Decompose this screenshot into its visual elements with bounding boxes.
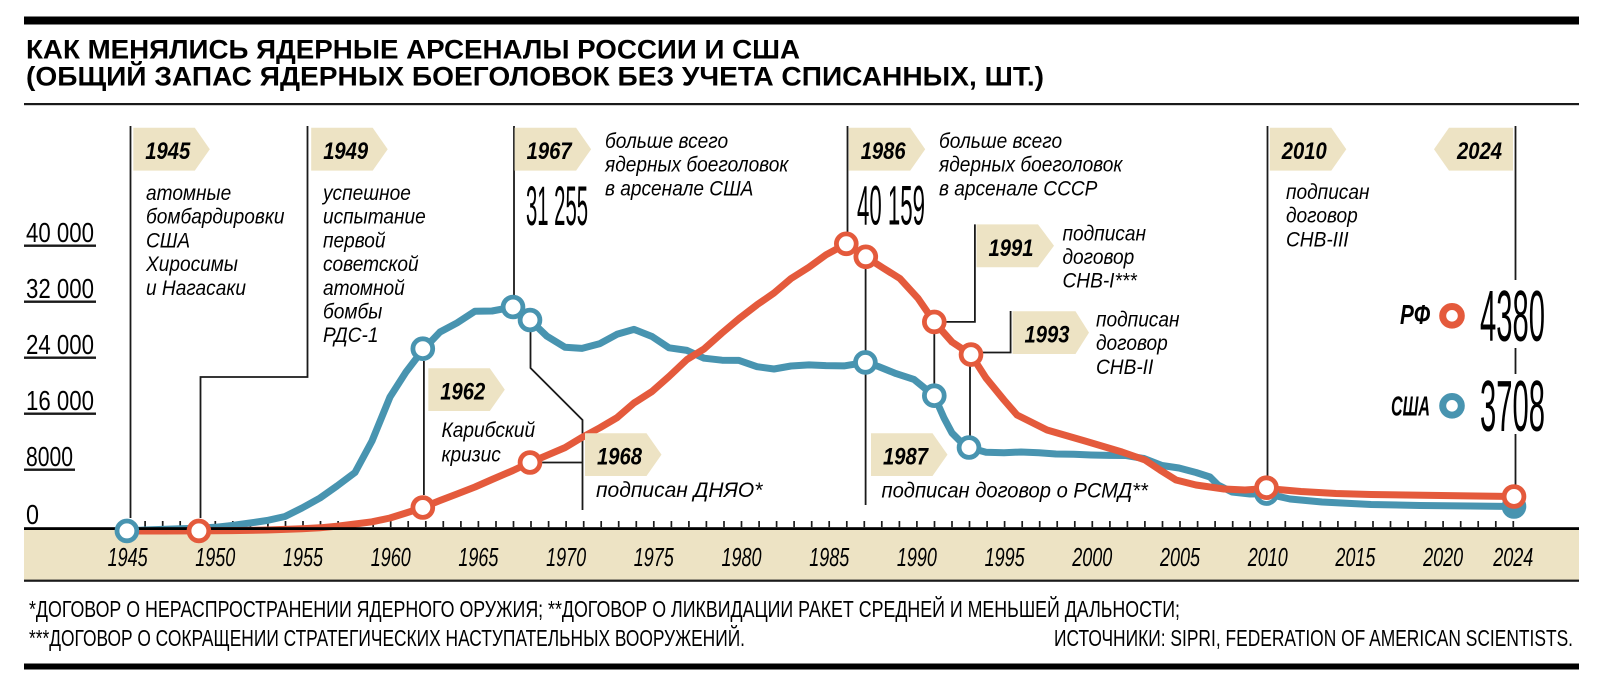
svg-text:успешное: успешное — [321, 182, 411, 205]
svg-text:подписан ДНЯО*: подписан ДНЯО* — [596, 479, 763, 502]
svg-text:16 000: 16 000 — [26, 385, 94, 416]
svg-text:2024: 2024 — [1493, 542, 1534, 572]
svg-text:2015: 2015 — [1335, 542, 1376, 572]
svg-text:КАК МЕНЯЛИСЬ ЯДЕРНЫЕ АРСЕНАЛЫ: КАК МЕНЯЛИСЬ ЯДЕРНЫЕ АРСЕНАЛЫ РОССИИ И С… — [26, 35, 800, 65]
svg-text:РДС-1: РДС-1 — [323, 324, 378, 347]
svg-text:40 159: 40 159 — [857, 175, 925, 237]
svg-text:1995: 1995 — [985, 542, 1025, 572]
svg-text:1975: 1975 — [634, 542, 674, 572]
svg-text:испытание: испытание — [323, 206, 426, 229]
svg-text:ИСТОЧНИКИ: SIPRI, FEDERATION O: ИСТОЧНИКИ: SIPRI, FEDERATION OF AMERICAN… — [1054, 625, 1573, 651]
svg-text:1967: 1967 — [527, 138, 573, 165]
svg-text:в арсенале СССР: в арсенале СССР — [939, 178, 1098, 201]
svg-text:больше всего: больше всего — [605, 130, 728, 153]
svg-text:Карибский: Карибский — [442, 419, 536, 442]
svg-text:бомбы: бомбы — [323, 301, 382, 324]
svg-text:1960: 1960 — [371, 542, 411, 572]
svg-text:СНВ-I***: СНВ-I*** — [1063, 270, 1138, 293]
svg-text:первой: первой — [323, 230, 386, 253]
svg-text:1968: 1968 — [597, 444, 642, 471]
svg-text:2000: 2000 — [1072, 542, 1113, 572]
svg-text:кризис: кризис — [442, 444, 501, 467]
svg-text:32 000: 32 000 — [26, 273, 94, 304]
svg-text:1945: 1945 — [108, 542, 148, 572]
svg-text:1990: 1990 — [897, 542, 937, 572]
svg-text:1965: 1965 — [458, 542, 498, 572]
svg-text:0: 0 — [26, 499, 39, 530]
svg-text:1993: 1993 — [1025, 322, 1070, 349]
svg-text:1991: 1991 — [989, 235, 1034, 262]
svg-text:Хиросимы: Хиросимы — [145, 253, 238, 276]
svg-text:2024: 2024 — [1456, 138, 1502, 165]
svg-text:8000: 8000 — [26, 441, 73, 472]
svg-text:атомной: атомной — [323, 277, 405, 300]
svg-text:1970: 1970 — [546, 542, 586, 572]
svg-text:2010: 2010 — [1281, 138, 1327, 165]
svg-text:атомные: атомные — [146, 182, 231, 205]
svg-text:и Нагасаки: и Нагасаки — [146, 277, 246, 300]
svg-text:РФ: РФ — [1400, 299, 1430, 330]
svg-text:договор: договор — [1286, 205, 1358, 228]
svg-text:ядерных боеголовок: ядерных боеголовок — [938, 154, 1124, 177]
svg-text:(ОБЩИЙ ЗАПАС ЯДЕРНЫХ БОЕГОЛОВО: (ОБЩИЙ ЗАПАС ЯДЕРНЫХ БОЕГОЛОВОК БЕЗ УЧЕТ… — [26, 62, 1044, 92]
svg-text:советской: советской — [323, 253, 419, 276]
svg-text:США: США — [146, 230, 190, 253]
svg-text:40 000: 40 000 — [26, 217, 94, 248]
svg-text:*ДОГОВОР О НЕРАСПРОСТРАНЕНИИ Я: *ДОГОВОР О НЕРАСПРОСТРАНЕНИИ ЯДЕРНОГО ОР… — [29, 595, 1180, 622]
svg-text:подписан: подписан — [1063, 223, 1146, 246]
svg-text:СНВ-III: СНВ-III — [1286, 229, 1349, 252]
svg-text:в арсенале США: в арсенале США — [605, 178, 753, 201]
svg-text:договор: договор — [1096, 332, 1168, 355]
svg-text:1980: 1980 — [722, 542, 762, 572]
svg-text:1950: 1950 — [195, 542, 235, 572]
svg-text:1955: 1955 — [283, 542, 323, 572]
svg-text:подписан: подписан — [1286, 181, 1369, 204]
svg-text:1987: 1987 — [883, 444, 929, 471]
svg-text:2005: 2005 — [1159, 542, 1200, 572]
svg-text:больше всего: больше всего — [939, 130, 1062, 153]
svg-text:31 255: 31 255 — [526, 175, 588, 237]
svg-text:1985: 1985 — [809, 542, 849, 572]
svg-text:24 000: 24 000 — [26, 329, 94, 360]
svg-text:4380: 4380 — [1480, 277, 1545, 357]
svg-text:договор: договор — [1063, 246, 1135, 269]
svg-text:СНВ-II: СНВ-II — [1096, 356, 1154, 379]
svg-text:1986: 1986 — [861, 138, 906, 165]
svg-text:1962: 1962 — [440, 379, 485, 406]
svg-text:1949: 1949 — [323, 138, 368, 165]
svg-text:1945: 1945 — [145, 138, 190, 165]
svg-text:2020: 2020 — [1422, 542, 1463, 572]
svg-text:подписан договор о РСМД**: подписан договор о РСМД** — [882, 479, 1149, 502]
svg-text:подписан: подписан — [1096, 309, 1179, 332]
svg-text:ядерных боеголовок: ядерных боеголовок — [604, 154, 790, 177]
svg-text:бомбардировки: бомбардировки — [146, 206, 284, 229]
svg-text:3708: 3708 — [1480, 367, 1545, 447]
svg-text:2010: 2010 — [1247, 542, 1288, 572]
svg-text:США: США — [1391, 391, 1430, 422]
svg-text:***ДОГОВОР О СОКРАЩЕНИИ СТРАТЕ: ***ДОГОВОР О СОКРАЩЕНИИ СТРАТЕГИЧЕСКИХ Н… — [29, 624, 745, 651]
